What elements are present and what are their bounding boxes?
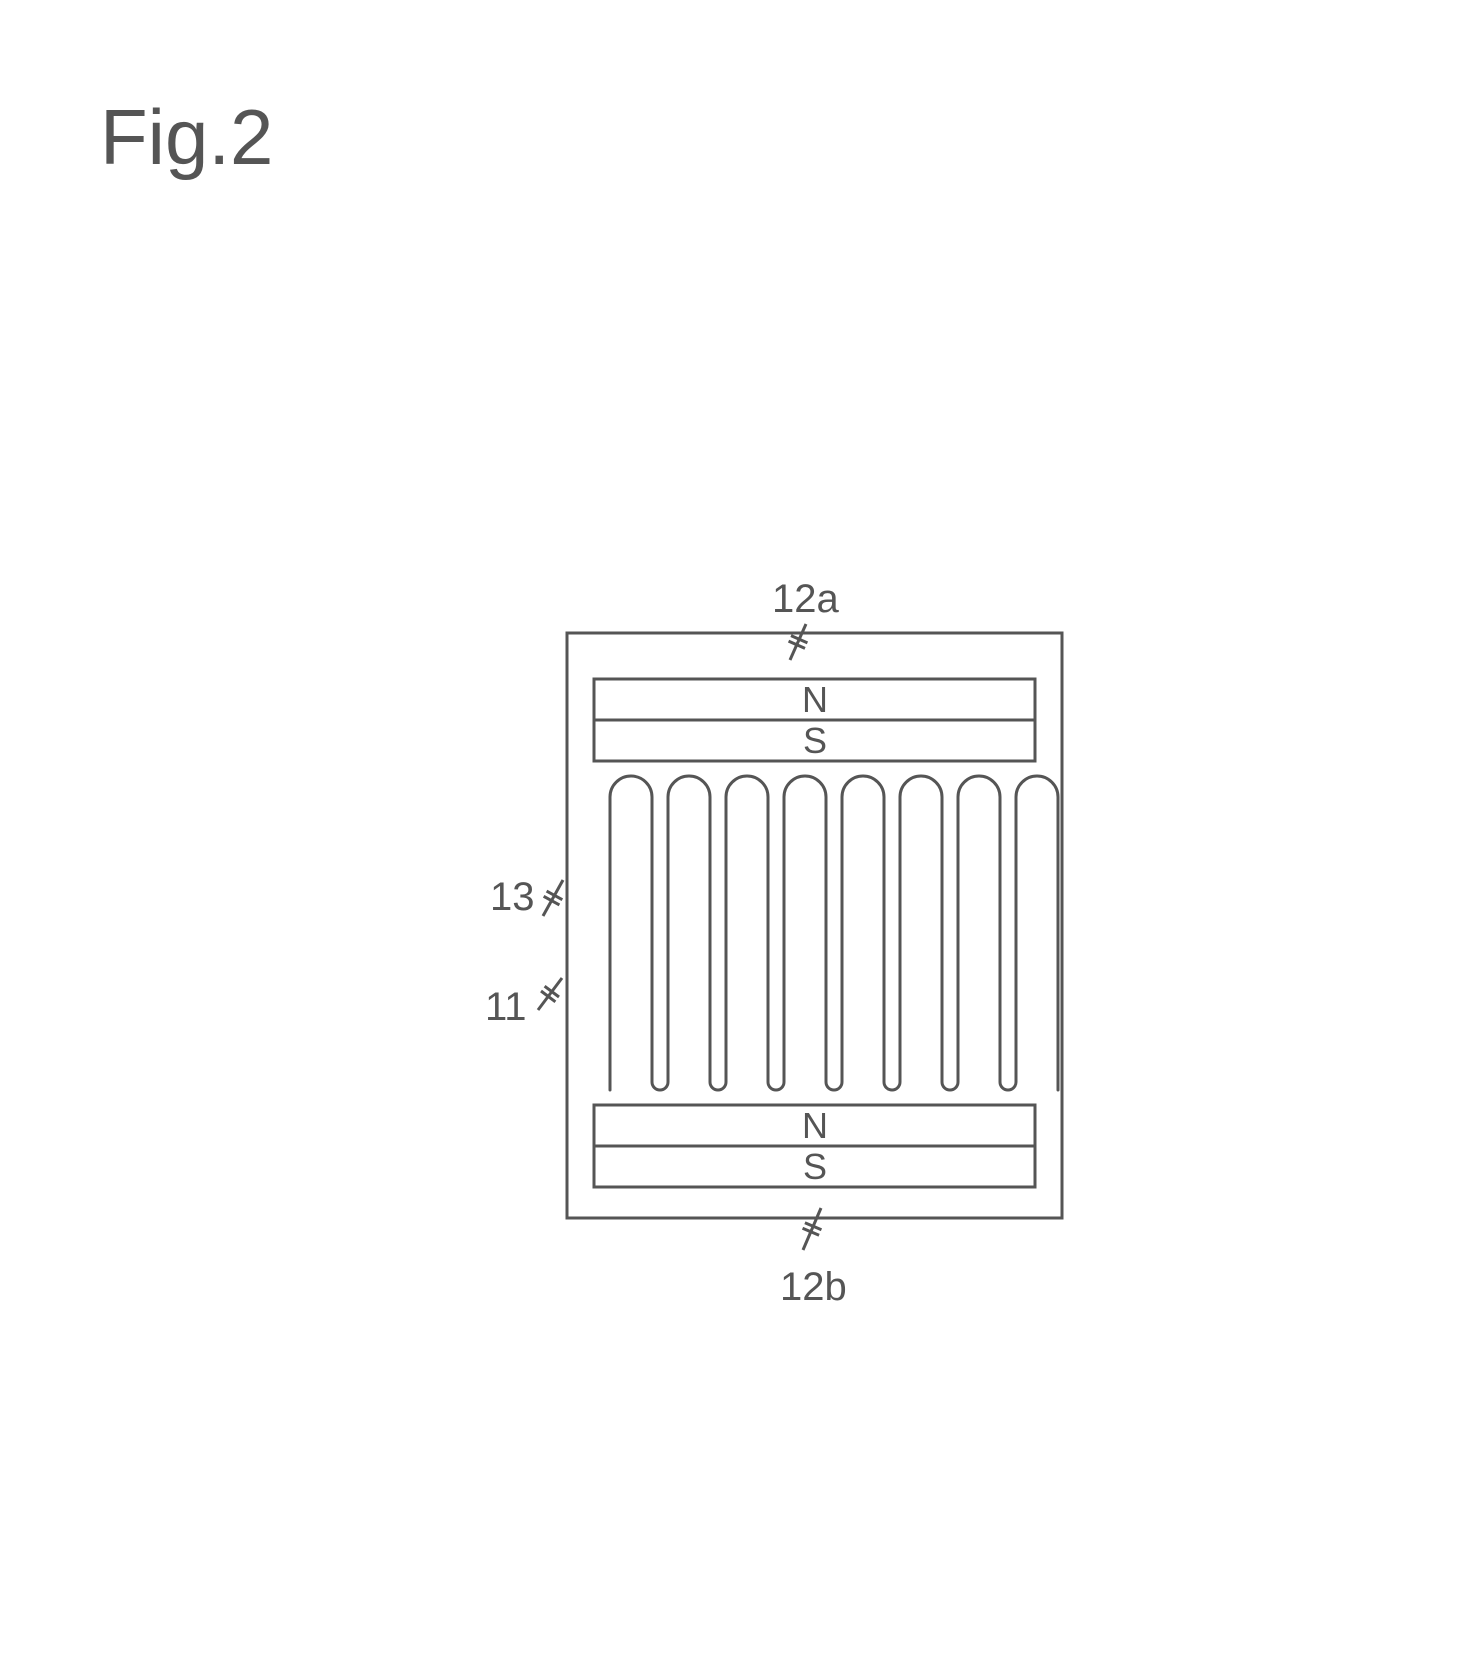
magnet-top-label-s: S (803, 720, 827, 761)
page: Fig.2 NSNS12a12b1311 (0, 0, 1463, 1678)
callout-11-label: 11 (485, 985, 527, 1029)
magnet-bottom-label-s: S (803, 1146, 827, 1187)
callout-11-leader (538, 978, 562, 1010)
coil-path (610, 776, 1058, 1090)
magnet-bottom-label-n: N (802, 1105, 828, 1146)
diagram-svg: NSNS12a12b1311 (0, 0, 1463, 1678)
callout-12b-label: 12b (780, 1265, 847, 1309)
magnet-top-label-n: N (802, 679, 828, 720)
callout-12a-label: 12a (772, 577, 839, 621)
callout-13-label: 13 (490, 875, 535, 919)
